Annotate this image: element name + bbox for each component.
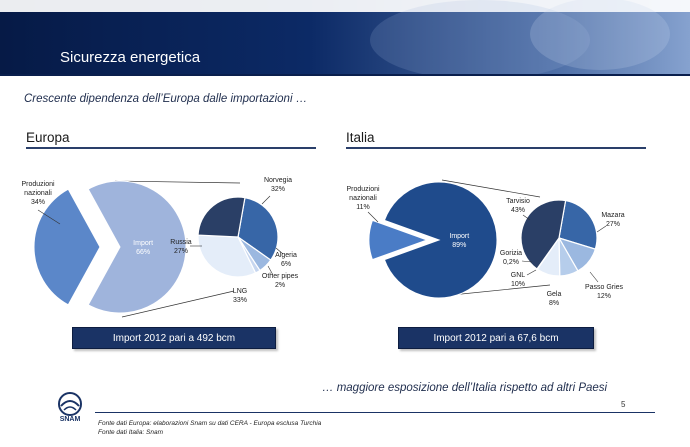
pie-slice-italia_import_breakdown-mazara [558,199,598,250]
page-title: Sicurezza energetica [60,49,201,66]
leader-italia_import_breakdown-gorizia [521,260,533,263]
leader-italia_import_breakdown-tarvisio [522,214,531,221]
source-line-italia: Fonte dati Italia: Snam [98,429,164,436]
pie-slice-europa_import_breakdown-norvegia [237,196,279,261]
pie-label-europa_import_breakdown-lng: LNG 33% [233,288,247,304]
leader-europa_import_breakdown-other-pipes [267,265,274,276]
pie-label-italia_main-import: Import 89% [449,233,469,249]
pie-label-europa_main-import: Import 66% [133,240,153,256]
page-number: 5 [621,400,626,409]
pie-label-italia_import_breakdown-gela: Gela 8% [547,291,562,307]
pie-label-europa_import_breakdown-russia: Russia 27% [170,239,192,255]
section-title-italia: Italia [346,130,375,145]
connector-europa-bottom [121,290,235,318]
logo-text: SNAM [60,416,81,423]
conclusion-text: … maggiore esposizione dell’Italia rispe… [322,382,608,394]
leader-europa_import_breakdown-algeria [275,247,284,255]
pie-slice-europa_main-domestic [33,188,101,306]
pie-slice-italia_main-domestic [368,219,429,261]
leader-italia_import_breakdown-mazara [596,225,607,233]
leader-europa_main-domestic [37,209,61,225]
pie-label-europa_import_breakdown-other-pipes: Other pipes 2% [262,273,299,289]
leader-italia_import_breakdown-passo-gries [589,271,599,283]
pie-label-italia_import_breakdown-tarvisio: Tarvisio 43% [506,198,530,214]
callout-italia: Import 2012 pari a 67,6 bcm [398,327,594,349]
snam-logo: SNAM [58,392,82,423]
subtitle: Crescente dipendenza dell’Europa dalle i… [24,93,308,105]
connector-europa-top [114,180,241,184]
section-rule-italia [346,147,646,149]
pie-slice-europa_import_breakdown-lng [197,234,257,278]
section-title-europa: Europa [26,130,70,145]
source-line-europa: Fonte dati Europa: elaborazioni Snam su … [98,420,322,427]
leader-italia_main-domestic [367,211,379,223]
pie-label-italia_main-domestic: Produzioni nazionali 11% [346,186,380,211]
pie-label-europa_import_breakdown-algeria: Algeria 6% [275,252,297,268]
header-banner: Sicurezza energetica [0,0,690,76]
pie-label-italia_import_breakdown-passo-gries: Passo Gries 12% [585,284,624,300]
pie-label-europa_main-domestic: Produzioni nazionali 34% [21,181,55,206]
leader-italia_import_breakdown-gnl [526,269,537,276]
banner-background [0,0,690,76]
pie-label-italia_import_breakdown-mazara: Mazara 27% [601,212,624,228]
connector-italia-top [441,179,541,198]
pie-label-italia_import_breakdown-gorizia: Gorizia 0,2% [500,250,522,266]
pie-slice-europa_import_breakdown-russia [197,196,246,238]
pie-slice-europa_main-import [87,180,187,314]
pie-slice-italia_main-import [383,181,498,299]
leader-europa_import_breakdown-norvegia [261,195,271,205]
footer-rule [95,412,655,413]
callout-europa: Import 2012 pari a 492 bcm [72,327,276,349]
pie-label-europa_import_breakdown-norvegia: Norvegia 32% [264,177,292,193]
section-rule-europa [26,147,316,149]
pie-label-italia_import_breakdown-gnl: GNL 10% [511,272,526,288]
